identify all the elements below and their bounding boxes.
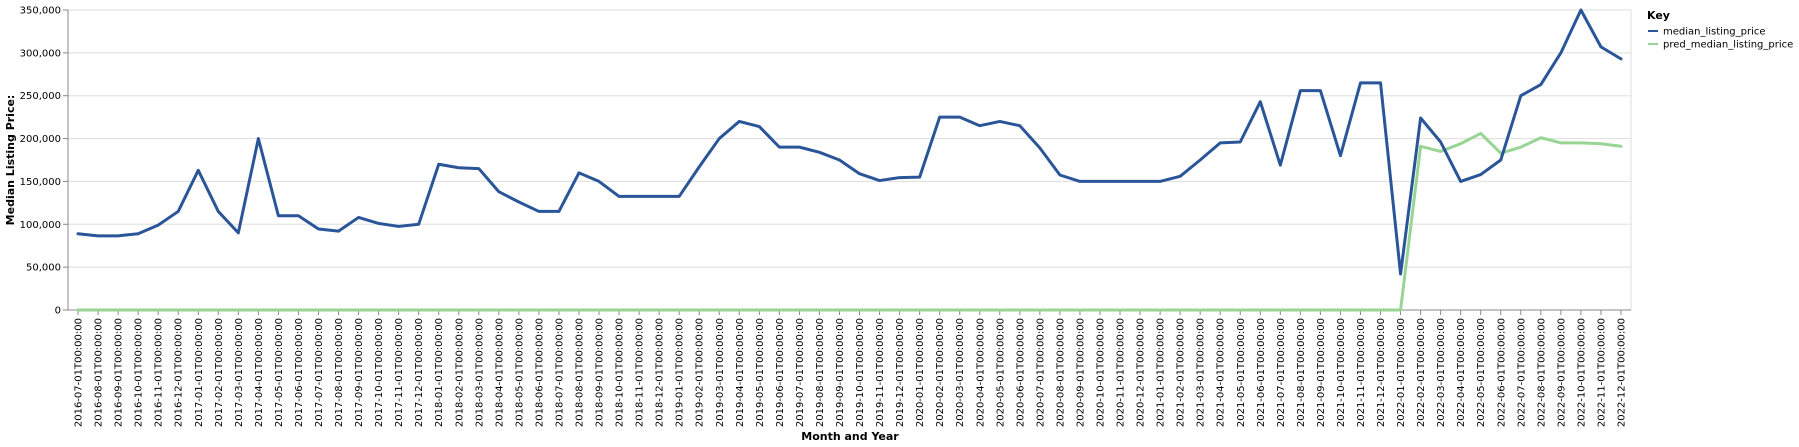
x-tick-label: 2019-05-01T00:00:00: [755, 318, 766, 427]
x-tick-label: 2021-11-01T00:00:00: [1356, 318, 1367, 427]
x-tick-label: 2020-11-01T00:00:00: [1116, 318, 1127, 427]
x-tick-label: 2018-08-01T00:00:00: [574, 318, 585, 427]
x-tick-label: 2022-06-01T00:00:00: [1496, 318, 1507, 427]
x-tick-label: 2020-12-01T00:00:00: [1136, 318, 1147, 427]
gridlines: [68, 9, 1632, 311]
y-tick-label: 350,000: [20, 6, 61, 17]
x-tick-label: 2019-04-01T00:00:00: [735, 318, 746, 427]
y-tick-label: 50,000: [26, 263, 61, 274]
y-axis: 0 50,000 100,000 150,000 200,000 250,000 300,0…: [20, 6, 69, 317]
x-tick-label: 2021-07-01T00:00:00: [1276, 318, 1287, 427]
series-line-median-listing-price: [76, 8, 1623, 276]
x-tick-label: 2021-10-01T00:00:00: [1336, 318, 1347, 427]
x-tick-label: 2022-05-01T00:00:00: [1476, 318, 1487, 427]
series-line-pred-median-listing-price: [76, 131, 1623, 312]
x-tick-label: 2017-05-01T00:00:00: [274, 318, 285, 427]
y-tick-label: 200,000: [20, 134, 61, 145]
x-tick-label: 2017-08-01T00:00:00: [334, 318, 345, 427]
y-tick-label: 250,000: [20, 91, 61, 102]
x-tick-label: 2020-06-01T00:00:00: [1015, 318, 1026, 427]
x-tick-label: 2019-06-01T00:00:00: [775, 318, 786, 427]
legend-label: median_listing_price: [1663, 27, 1766, 38]
x-tick-label: 2022-09-01T00:00:00: [1556, 318, 1567, 427]
x-tick-label: 2019-01-01T00:00:00: [675, 318, 686, 427]
x-tick-label: 2016-07-01T00:00:00: [74, 318, 85, 427]
y-tick-label: 100,000: [20, 220, 61, 231]
x-tick-label: 2020-02-01T00:00:00: [935, 318, 946, 427]
series-lines: [76, 8, 1623, 312]
x-tick-label: 2022-12-01T00:00:00: [1616, 318, 1627, 427]
x-tick-label: 2020-08-01T00:00:00: [1055, 318, 1066, 427]
x-tick-label: 2021-08-01T00:00:00: [1296, 318, 1307, 427]
x-tick-label: 2017-06-01T00:00:00: [294, 318, 305, 427]
x-tick-label: 2020-09-01T00:00:00: [1075, 318, 1086, 427]
x-tick-label: 2020-07-01T00:00:00: [1035, 318, 1046, 427]
x-tick-label: 2019-08-01T00:00:00: [815, 318, 826, 427]
x-tick-label: 2021-05-01T00:00:00: [1236, 318, 1247, 427]
x-tick-label: 2022-07-01T00:00:00: [1516, 318, 1527, 427]
legend-title: Key: [1647, 9, 1670, 22]
x-tick-label: 2019-02-01T00:00:00: [695, 318, 706, 427]
x-tick-label: 2021-04-01T00:00:00: [1216, 318, 1227, 427]
x-tick-label: 2019-11-01T00:00:00: [875, 318, 886, 427]
y-axis-title: Median Listing Price:: [4, 95, 17, 226]
x-tick-label: 2017-07-01T00:00:00: [314, 318, 325, 427]
x-tick-label: 2019-09-01T00:00:00: [835, 318, 846, 427]
x-axis-title: Month and Year: [801, 430, 899, 443]
x-tick-label: 2018-03-01T00:00:00: [474, 318, 485, 427]
x-tick-label: 2016-09-01T00:00:00: [114, 318, 125, 427]
x-tick-label: 2021-06-01T00:00:00: [1256, 318, 1267, 427]
y-tick-label: 150,000: [20, 177, 61, 188]
x-tick-label: 2017-02-01T00:00:00: [214, 318, 225, 427]
x-tick-label: 2020-01-01T00:00:00: [915, 318, 926, 427]
x-tick-label: 2019-12-01T00:00:00: [895, 318, 906, 427]
x-tick-label: 2022-01-01T00:00:00: [1396, 318, 1407, 427]
x-tick-label: 2018-07-01T00:00:00: [554, 318, 565, 427]
x-tick-label: 2018-05-01T00:00:00: [514, 318, 525, 427]
x-tick-label: 2018-12-01T00:00:00: [655, 318, 666, 427]
x-tick-label: 2016-11-01T00:00:00: [154, 318, 165, 427]
x-tick-label: 2017-01-01T00:00:00: [194, 318, 205, 427]
x-tick-label: 2022-02-01T00:00:00: [1416, 318, 1427, 427]
x-tick-label: 2022-08-01T00:00:00: [1536, 318, 1547, 427]
x-tick-label: 2020-03-01T00:00:00: [955, 318, 966, 427]
x-tick-label: 2017-03-01T00:00:00: [234, 318, 245, 427]
x-tick-label: 2016-10-01T00:00:00: [134, 318, 145, 427]
x-tick-label: 2017-04-01T00:00:00: [254, 318, 265, 427]
x-tick-label: 2017-10-01T00:00:00: [374, 318, 385, 427]
x-tick-label: 2018-01-01T00:00:00: [434, 318, 445, 427]
x-tick-label: 2018-10-01T00:00:00: [615, 318, 626, 427]
x-tick-label: 2018-02-01T00:00:00: [454, 318, 465, 427]
x-tick-label: 2017-11-01T00:00:00: [394, 318, 405, 427]
x-tick-label: 2021-03-01T00:00:00: [1196, 318, 1207, 427]
legend-label: pred_median_listing_price: [1663, 40, 1793, 51]
x-tick-label: 2022-03-01T00:00:00: [1436, 318, 1447, 427]
x-axis: 2016-07-01T00:00:00 2016-08-01T00:00:00 20…: [68, 309, 1631, 427]
x-tick-label: 2018-11-01T00:00:00: [635, 318, 646, 427]
y-tick-label: 0: [55, 306, 61, 317]
x-tick-label: 2020-10-01T00:00:00: [1095, 318, 1106, 427]
x-tick-label: 2017-12-01T00:00:00: [414, 318, 425, 427]
x-tick-label: 2020-04-01T00:00:00: [975, 318, 986, 427]
x-tick-label: 2019-10-01T00:00:00: [855, 318, 866, 427]
x-tick-label: 2021-02-01T00:00:00: [1176, 318, 1187, 427]
x-tick-label: 2016-12-01T00:00:00: [174, 318, 185, 427]
x-tick-label: 2021-09-01T00:00:00: [1316, 318, 1327, 427]
x-tick-label: 2020-05-01T00:00:00: [995, 318, 1006, 427]
x-tick-label: 2018-06-01T00:00:00: [534, 318, 545, 427]
x-tick-label: 2019-07-01T00:00:00: [795, 318, 806, 427]
x-tick-label: 2022-11-01T00:00:00: [1596, 318, 1607, 427]
x-tick-label: 2021-01-01T00:00:00: [1156, 318, 1167, 427]
x-tick-label: 2016-08-01T00:00:00: [94, 318, 105, 427]
legend: Key median_listing_price pred_median_list…: [1647, 9, 1793, 51]
x-tick-label: 2018-04-01T00:00:00: [494, 318, 505, 427]
x-tick-label: 2019-03-01T00:00:00: [715, 318, 726, 427]
x-tick-label: 2022-10-01T00:00:00: [1576, 318, 1587, 427]
x-tick-label: 2021-12-01T00:00:00: [1376, 318, 1387, 427]
x-tick-label: 2018-09-01T00:00:00: [595, 318, 606, 427]
x-tick-label: 2017-09-01T00:00:00: [354, 318, 365, 427]
x-tick-label: 2022-04-01T00:00:00: [1456, 318, 1467, 427]
y-tick-label: 300,000: [20, 48, 61, 59]
